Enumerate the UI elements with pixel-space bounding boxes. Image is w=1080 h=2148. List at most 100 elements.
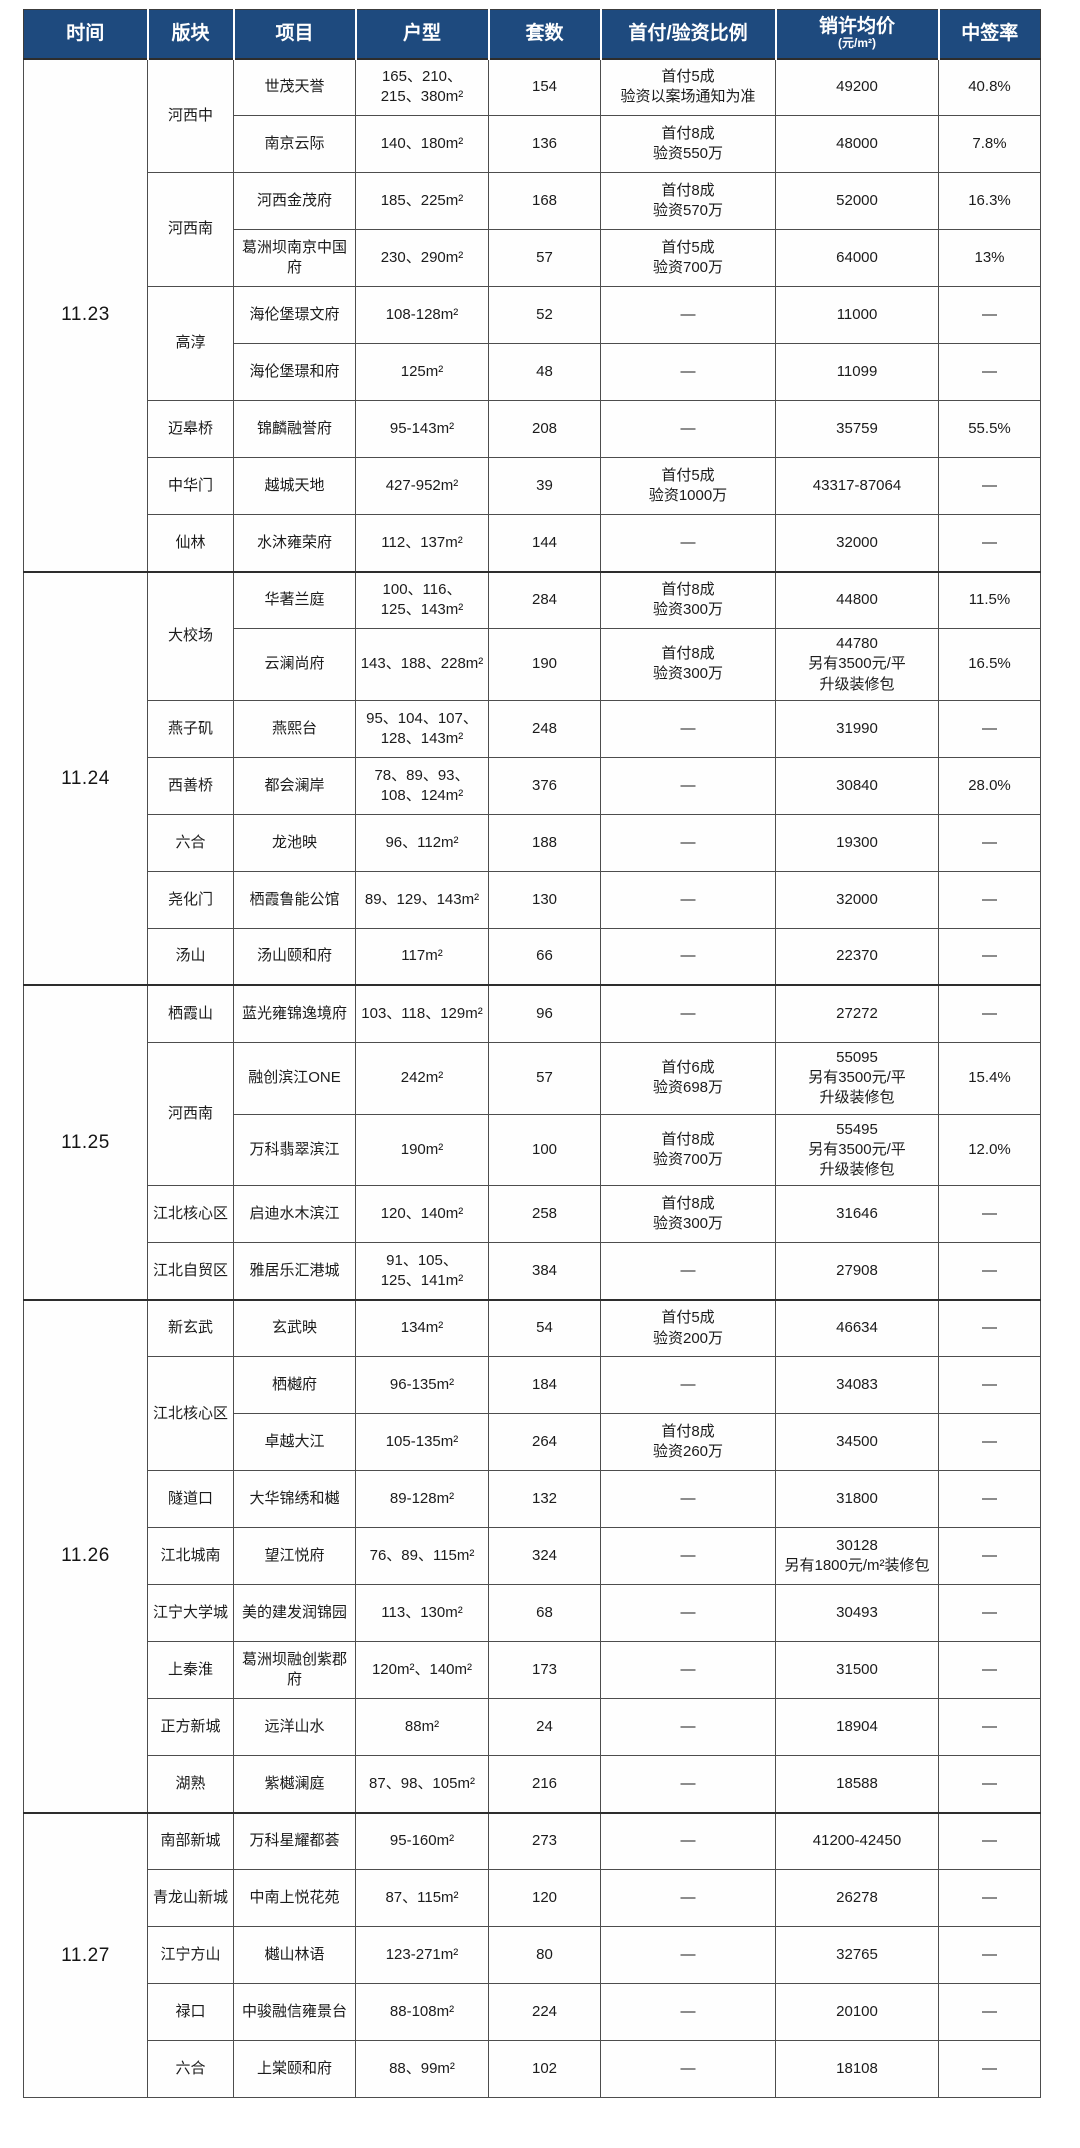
cell-rate: — xyxy=(938,1413,1041,1472)
cell-payment: — xyxy=(600,699,776,758)
table-row: 11.25 栖霞山 蓝光雍锦逸境府 103、118、129m² 96—27272— xyxy=(23,984,1041,1301)
cell-project: 世茂天誉 xyxy=(233,57,356,116)
cell-block: 汤山 xyxy=(147,927,234,986)
header-row: 时间 版块 项目 户型 套数 首付/验资比例 销许均价 (元/m²) 中签率 xyxy=(23,9,1041,59)
cell-rate: — xyxy=(938,984,1041,1043)
cell-rate: 40.8% xyxy=(938,57,1041,116)
cell-count: 154 xyxy=(488,57,601,116)
header-time: 时间 xyxy=(23,9,149,59)
cell-count: 54 xyxy=(488,1298,601,1358)
cell-block: 迈皋桥 xyxy=(147,400,234,458)
cell-rate: — xyxy=(938,514,1041,572)
cell-date: 11.27 xyxy=(23,1811,148,2099)
cell-project: 河西金茂府 xyxy=(233,172,356,230)
cell-rate: — xyxy=(938,343,1041,401)
cell-project: 万科翡翠滨江 xyxy=(233,1113,356,1187)
cell-block: 燕子矶 xyxy=(147,699,234,758)
cell-count: 96 xyxy=(488,984,601,1043)
cell-payment: — xyxy=(600,1527,776,1586)
table-row: 高淳 海伦堡璟文府 108-128m² 52—11000— xyxy=(24,286,1041,401)
cell-project: 卓越大江 xyxy=(233,1413,356,1472)
cell-units: 91、105、 125、141m² xyxy=(355,1242,489,1301)
cell-rate: — xyxy=(938,1584,1041,1643)
cell-price: 44780 另有3500元/平 升级装修包 xyxy=(775,628,939,701)
cell-rate: — xyxy=(938,1983,1041,2042)
cell-count: 173 xyxy=(488,1641,601,1700)
cell-payment: — xyxy=(600,1470,776,1529)
cell-block: 江北核心区 xyxy=(147,1356,234,1472)
cell-units: 87、98、105m² xyxy=(355,1755,489,1814)
header-price: 销许均价 (元/m²) xyxy=(774,9,940,59)
cell-count: 384 xyxy=(488,1242,601,1301)
cell-count: 190 xyxy=(488,628,601,701)
cell-rate: — xyxy=(938,2040,1041,2099)
cell-rate: — xyxy=(938,1869,1041,1928)
cell-block: 江宁大学城 xyxy=(147,1584,234,1643)
cell-units: 190m² xyxy=(355,1113,489,1187)
table-row: 江北城南 望江悦府 76、89、115m² 324—30128 另有1800元/m²装… xyxy=(24,1527,1041,1586)
cell-price: 20100 xyxy=(775,1983,939,2042)
cell-units: 140、180m² xyxy=(355,115,489,173)
cell-count: 68 xyxy=(488,1584,601,1643)
cell-payment: 首付8成 验资300万 xyxy=(600,570,776,629)
header-count: 套数 xyxy=(487,9,602,59)
cell-count: 66 xyxy=(488,927,601,986)
cell-payment: — xyxy=(600,756,776,815)
header-project: 项目 xyxy=(232,9,357,59)
header-price-unit: (元/m²) xyxy=(838,36,876,51)
header-payment: 首付/验资比例 xyxy=(599,9,777,59)
cell-count: 248 xyxy=(488,699,601,758)
cell-project: 玄武映 xyxy=(233,1298,356,1358)
table-row: 河西南 河西金茂府 185、225m² 168 首付8成 验资570万 52000 16.3… xyxy=(24,172,1041,287)
cell-block: 南部新城 xyxy=(147,1811,234,1871)
cell-payment: 首付6成 验资698万 xyxy=(600,1041,776,1115)
cell-count: 144 xyxy=(488,514,601,572)
cell-project: 远洋山水 xyxy=(233,1698,356,1757)
cell-block: 江北城南 xyxy=(147,1527,234,1586)
cell-payment: 首付8成 验资570万 xyxy=(600,172,776,230)
cell-count: 52 xyxy=(488,286,601,344)
cell-price: 27272 xyxy=(775,984,939,1043)
cell-rate: 28.0% xyxy=(938,756,1041,815)
cell-project: 望江悦府 xyxy=(233,1527,356,1586)
cell-rate: — xyxy=(938,1527,1041,1586)
table-row: 六合 上棠颐和府 88、99m² 102—18108— xyxy=(24,2040,1041,2099)
table-row: 11.27 南部新城 万科星耀都荟 95-160m² 273—41200-42450— xyxy=(23,1811,1041,2099)
cell-count: 102 xyxy=(488,2040,601,2099)
cell-count: 258 xyxy=(488,1185,601,1244)
table-row: 禄口 中骏融信雍景台 88-108m² 224—20100— xyxy=(24,1983,1041,2042)
cell-project: 海伦堡璟和府 xyxy=(233,343,356,401)
table-row: 仙林 水沐雍荣府 112、137m² 144—32000— xyxy=(24,514,1041,572)
cell-units: 100、116、 125、143m² xyxy=(355,570,489,629)
cell-units: 88-108m² xyxy=(355,1983,489,2042)
cell-block: 江宁方山 xyxy=(147,1926,234,1985)
cell-count: 24 xyxy=(488,1698,601,1757)
cell-units: 143、188、228m² xyxy=(355,628,489,701)
table-row: 云澜尚府 143、188、228m² 190 首付8成 验资300万 44780 另有3… xyxy=(24,628,1041,701)
cell-price: 11000 xyxy=(775,286,939,344)
cell-rate: 55.5% xyxy=(938,400,1041,458)
cell-price: 48000 xyxy=(775,115,939,173)
cell-units: 89-128m² xyxy=(355,1470,489,1529)
cell-project: 锦麟融誉府 xyxy=(233,400,356,458)
cell-rate: — xyxy=(938,457,1041,515)
cell-rate: — xyxy=(938,286,1041,344)
cell-price: 41200-42450 xyxy=(775,1811,939,1871)
cell-units: 134m² xyxy=(355,1298,489,1358)
cell-count: 130 xyxy=(488,870,601,929)
cell-count: 216 xyxy=(488,1755,601,1814)
cell-units: 95、104、107、 128、143m² xyxy=(355,699,489,758)
header-rate: 中签率 xyxy=(937,9,1041,59)
cell-project: 华著兰庭 xyxy=(233,570,356,629)
cell-project: 融创滨江ONE xyxy=(233,1041,356,1115)
cell-rate: — xyxy=(938,870,1041,929)
cell-payment: 首付8成 验资300万 xyxy=(600,1185,776,1244)
cell-block: 江北自贸区 xyxy=(147,1242,234,1301)
cell-project: 水沐雍荣府 xyxy=(233,514,356,572)
cell-block: 正方新城 xyxy=(147,1698,234,1757)
cell-payment: — xyxy=(600,1755,776,1814)
cell-block: 新玄武 xyxy=(147,1298,234,1358)
cell-block: 西善桥 xyxy=(147,756,234,815)
cell-block: 上秦淮 xyxy=(147,1641,234,1700)
cell-block: 湖熟 xyxy=(147,1755,234,1814)
